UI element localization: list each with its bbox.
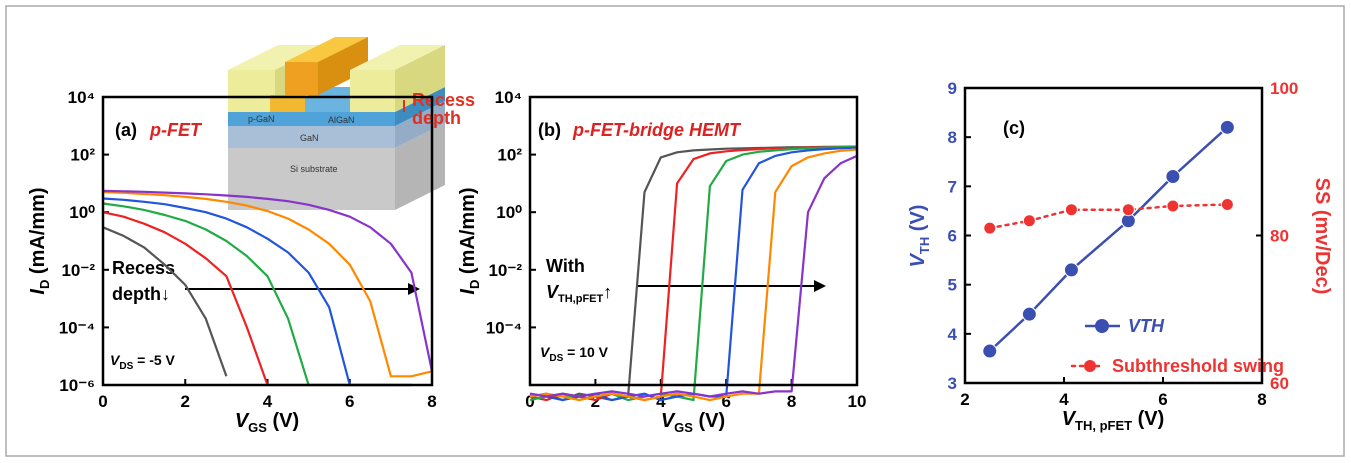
- y-tick-label: 10⁰: [496, 203, 522, 222]
- data-point: [1221, 199, 1233, 211]
- x-tick-label: 4: [263, 392, 273, 411]
- legend-label: Subthreshold swing: [1112, 356, 1284, 376]
- annotation: VTH,pFET↑: [546, 282, 612, 305]
- inset-label: AlGaN: [328, 115, 355, 125]
- figure: ID (mA/mm) VGS (V) (a) p-FET Recess dept…: [0, 0, 1351, 463]
- x-tick-label: 2: [181, 392, 190, 411]
- y-tick-label: 10⁴: [68, 88, 95, 107]
- y-tick-label: 10⁻²: [488, 261, 522, 280]
- data-point: [1166, 170, 1180, 184]
- x-tick-label: 8: [427, 392, 436, 411]
- x-label-sub: TH, pFET: [1075, 418, 1132, 433]
- condition-sub: DS: [549, 353, 563, 364]
- y2-axis-label: SS (mv/Dec): [1311, 178, 1333, 295]
- y-label-part: (V): [907, 205, 929, 237]
- y-axis-label: ID (mA/mm): [457, 187, 482, 294]
- x-axis-label: VGS (V): [661, 410, 725, 435]
- legend-label: VTH: [1128, 316, 1165, 336]
- inset-label: Recess: [412, 90, 475, 110]
- y-label-sub: D: [37, 280, 52, 289]
- y-axis-label: ID (mA/mm): [27, 187, 52, 294]
- inset-label: Si substrate: [290, 164, 338, 174]
- y-tick-label: 10⁰: [69, 203, 95, 222]
- arrow-head: [814, 280, 826, 292]
- x-label-part: (V): [1132, 408, 1164, 430]
- y-label-sub: TH: [917, 237, 932, 254]
- legend-swatch: [1095, 319, 1109, 333]
- condition-part: = 10 V: [563, 344, 608, 360]
- y-label-part: (mA/mm): [457, 187, 479, 279]
- y-tick-label: 10⁻⁴: [59, 318, 95, 337]
- x-label-sub: GS: [248, 420, 267, 435]
- y-tick-label: 8: [948, 128, 957, 147]
- data-point: [1167, 200, 1179, 212]
- x-tick-label: 6: [345, 392, 354, 411]
- y-tick-label: 4: [948, 325, 958, 344]
- panel-label: (c): [1003, 118, 1025, 138]
- panel-title: p-FET-bridge HEMT: [572, 120, 742, 140]
- y-tick-label: 10⁻⁶: [59, 376, 95, 395]
- x-axis-label: VGS (V): [235, 410, 299, 435]
- panel-title: p-FET: [149, 120, 203, 140]
- condition: VDS = -5 V: [110, 352, 176, 372]
- y-label-sub: D: [467, 280, 482, 289]
- y2-tick-label: 100: [1270, 79, 1298, 98]
- y-tick-label: 10²: [70, 146, 95, 165]
- condition-part: = -5 V: [133, 352, 175, 368]
- data-point: [1122, 204, 1134, 216]
- x-tick-label: 8: [1257, 390, 1266, 409]
- x-tick-label: 8: [787, 392, 796, 411]
- x-tick-label: 10: [848, 392, 867, 411]
- y2-tick-label: 60: [1270, 374, 1289, 393]
- inset-label: depth: [412, 108, 461, 128]
- data-point: [1220, 120, 1234, 134]
- y-tick-label: 9: [948, 79, 957, 98]
- data-point: [1064, 263, 1078, 277]
- y-tick-label: 10⁻²: [61, 261, 95, 280]
- annotation: With: [546, 256, 585, 276]
- panel-label: (b): [538, 120, 561, 140]
- x-tick-label: 0: [98, 392, 107, 411]
- y-axis-label: VTH (V): [907, 205, 932, 268]
- data-point: [983, 344, 997, 358]
- y-label-part: (mA/mm): [27, 187, 49, 279]
- y-tick-label: 5: [948, 276, 957, 295]
- inset-label: GaN: [300, 133, 319, 143]
- y-tick-label: 10⁴: [495, 88, 522, 107]
- annotation: depth↓: [112, 284, 170, 304]
- data-point: [1022, 307, 1036, 321]
- y-tick-label: 7: [948, 177, 957, 196]
- y-tick-label: 6: [948, 227, 957, 246]
- condition: VDS = 10 V: [540, 344, 609, 364]
- plot-frame: [530, 97, 857, 385]
- y2-tick-label: 80: [1270, 227, 1289, 246]
- annotation: Recess: [112, 258, 175, 278]
- y-tick-label: 10²: [497, 146, 522, 165]
- y-tick-label: 10⁻⁴: [486, 318, 522, 337]
- x-tick-label: 6: [1158, 390, 1167, 409]
- legend-swatch: [1084, 360, 1096, 372]
- data-point: [1023, 215, 1035, 227]
- x-tick-label: 4: [1059, 390, 1069, 409]
- x-label-part: (V): [267, 410, 299, 432]
- data-point: [1065, 204, 1077, 216]
- annotation-sub: TH,pFET: [558, 293, 603, 305]
- panel-label: (a): [115, 120, 137, 140]
- y-tick-label: 3: [948, 374, 957, 393]
- series-line: [530, 156, 857, 397]
- data-point: [984, 222, 996, 234]
- x-label-part: (V): [693, 410, 725, 432]
- annotation-part: ↑: [603, 282, 612, 302]
- x-axis-label: VTH, pFET (V): [1062, 408, 1165, 433]
- x-tick-label: 2: [960, 390, 969, 409]
- inset-label: p-GaN: [248, 114, 275, 124]
- condition-sub: DS: [119, 361, 133, 372]
- x-label-sub: GS: [674, 420, 693, 435]
